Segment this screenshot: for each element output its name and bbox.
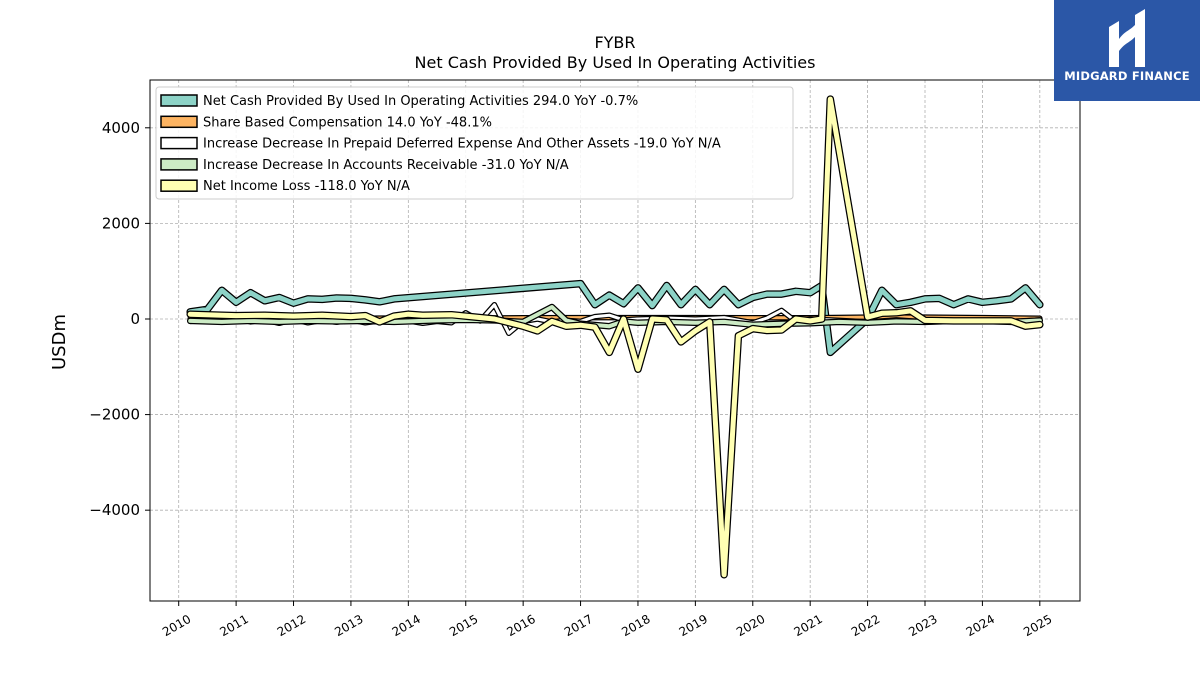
chart-subtitle: Net Cash Provided By Used In Operating A… [415,53,816,72]
legend-entry: Net Cash Provided By Used In Operating A… [203,94,638,109]
x-tick-label: 2011 [217,612,250,639]
x-tick-label: 2013 [332,612,365,639]
x-tick-label: 2025 [1021,612,1054,639]
series-line [187,281,1043,355]
x-tick-label: 2014 [390,612,423,639]
chart-title: FYBR [594,33,635,52]
y-tick-label: 0 [130,310,140,328]
series-line [187,96,1043,578]
x-tick-label: 2010 [160,612,193,639]
legend-entry: Share Based Compensation 14.0 YoY -48.1% [203,115,492,130]
y-tick-label: −4000 [89,501,140,519]
x-tick-label: 2022 [849,612,882,639]
x-tick-label: 2017 [562,612,595,639]
legend-swatch [160,115,198,129]
y-tick-label: −2000 [89,406,140,424]
x-tick-label: 2023 [906,612,939,639]
series-line [188,305,1042,329]
series-4 [186,95,1044,579]
logo-text: MIDGARD FINANCE [1064,69,1190,83]
x-tick-label: 2019 [677,612,710,639]
legend: Net Cash Provided By Used In Operating A… [155,86,794,200]
x-tick-label: 2012 [275,612,308,639]
series-0 [186,279,1044,357]
x-tick-label: 2015 [447,612,480,639]
x-axis: 2010 2011 2012 2013 2014 2015 2016 2017 2018 2019… [160,601,1055,639]
y-axis: 4000 2000 0 −2000 −4000 [89,119,150,519]
legend-box [155,86,794,200]
series-lines [186,95,1044,579]
legend-swatch [160,158,198,171]
legend-entry: Increase Decrease In Prepaid Deferred Ex… [203,137,721,152]
x-tick-label: 2018 [619,612,652,639]
x-tick-label: 2020 [734,612,767,639]
y-tick-label: 2000 [102,214,140,232]
x-tick-label: 2021 [791,612,824,639]
plot-frame [149,79,1081,602]
legend-swatch [160,179,198,192]
series-3 [186,303,1044,330]
legend-entry: Net Income Loss -118.0 YoY N/A [203,179,410,194]
y-axis-label: USDm [49,314,70,370]
y-tick-label: 4000 [102,119,140,137]
x-tick-label: 2016 [504,612,537,639]
x-tick-label: 2024 [964,612,997,639]
legend-swatch [160,136,198,150]
logo-mark-icon [1109,9,1145,67]
midgard-finance-logo: MIDGARD FINANCE [1054,0,1200,101]
legend-swatch [160,94,198,107]
legend-entry: Increase Decrease In Accounts Receivable… [203,158,569,173]
